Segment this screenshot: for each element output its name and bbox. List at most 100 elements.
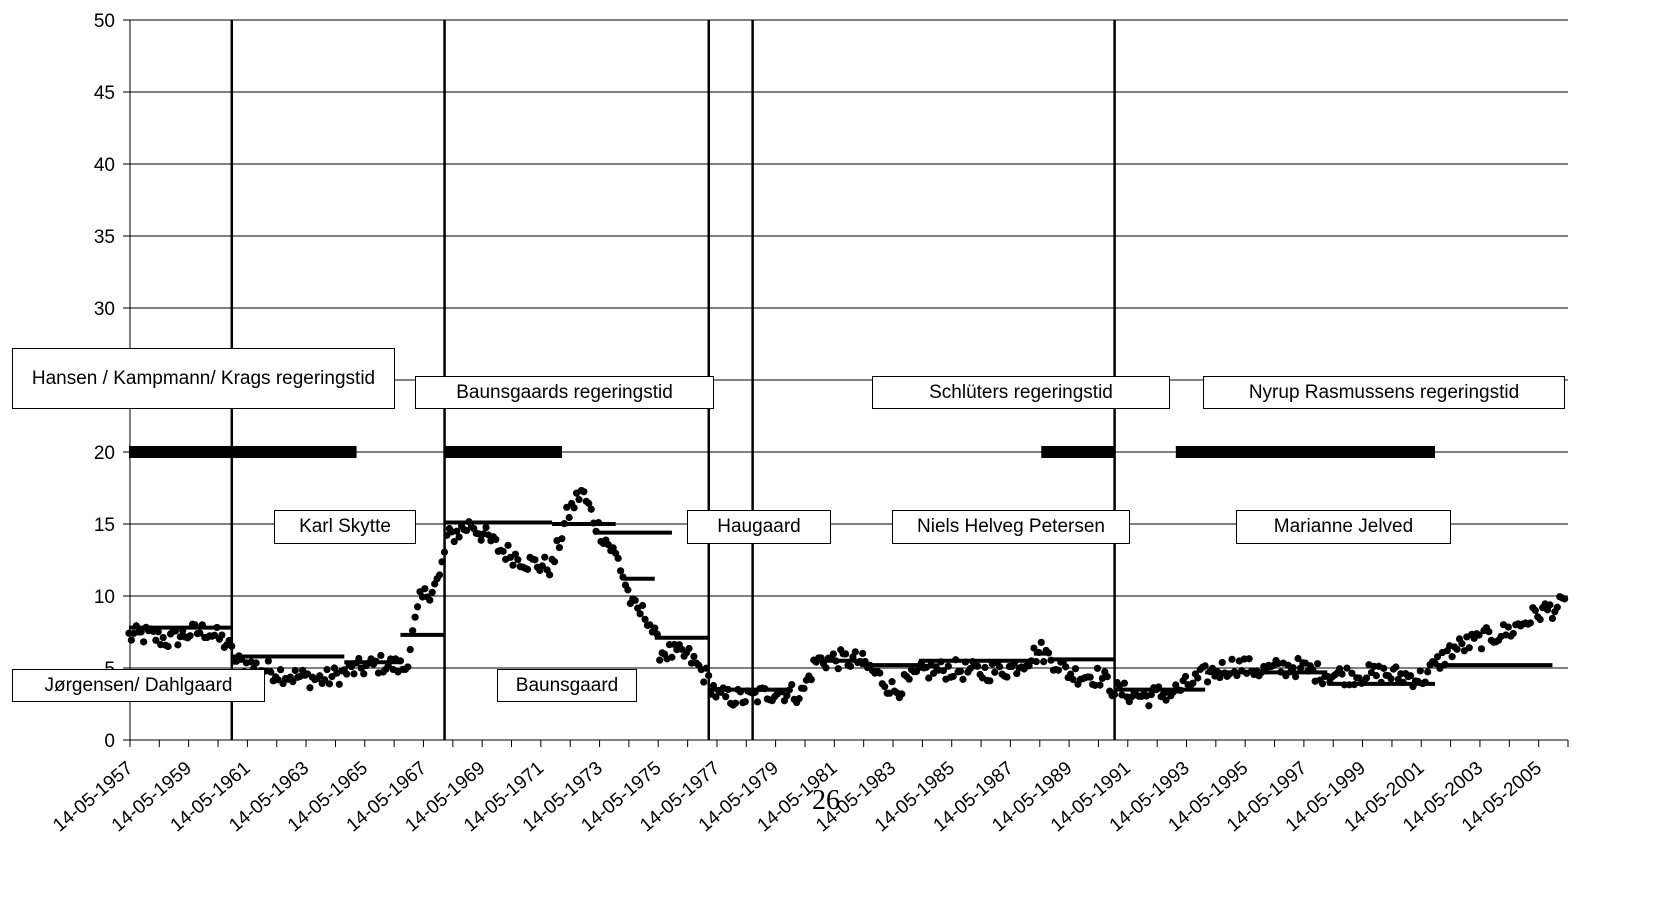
data-point [1037,638,1045,646]
data-point [841,650,850,658]
data-point [570,504,578,512]
annotation-schluters: Schlüters regeringstid [872,376,1170,409]
data-point [905,675,913,683]
data-point [1318,680,1327,688]
data-point [1536,615,1544,624]
annotation-baunsgaard: Baunsgaard [497,669,637,702]
data-point [428,588,436,596]
data-point [1314,660,1322,668]
data-point [1392,663,1400,671]
data-point [876,669,884,677]
data-point [252,659,260,667]
data-point [1032,657,1040,666]
data-point [829,650,837,658]
data-point [1294,654,1302,663]
data-point [1062,663,1070,671]
annotation-karl-skytte: Karl Skytte [274,510,416,544]
data-point [834,665,842,673]
data-point [668,653,676,661]
data-point [409,627,417,635]
data-point [509,561,517,569]
data-point [580,488,588,496]
data-point [450,537,458,546]
data-point [1013,669,1021,678]
data-point [550,558,559,566]
data-point [1181,672,1190,681]
data-point [1433,653,1442,661]
data-point [127,636,136,644]
data-point [565,513,573,522]
data-point [546,571,554,579]
data-point [413,603,422,611]
data-point [898,690,906,698]
x-axis: 14-05-195714-05-195914-05-196114-05-1963… [49,739,1569,836]
data-point [1380,664,1388,672]
data-point [944,662,952,670]
horizontal-gridlines [130,19,1568,669]
y-tick-label: 35 [94,227,115,248]
scatter-points [125,486,1569,710]
data-point [1485,628,1493,636]
data-point [700,678,708,686]
data-point [1362,674,1371,682]
data-point [881,683,889,691]
data-point [939,667,948,675]
data-point [1548,614,1557,623]
data-point [1372,672,1380,680]
y-tick-label: 15 [94,515,115,536]
data-point [404,663,412,671]
data-point [636,610,644,618]
data-point [609,544,617,552]
data-point [1292,672,1300,681]
data-point [276,666,285,674]
annotation-haugaard: Haugaard [687,510,831,544]
data-point [289,678,297,686]
data-point [274,676,282,684]
data-point [974,662,982,670]
data-point [438,558,446,566]
data-point [325,680,334,688]
data-point [426,596,434,604]
data-point [1086,673,1094,681]
data-point [991,668,999,676]
data-point [316,672,324,680]
data-point [541,553,549,561]
annotation-jorgensen: Jørgensen/ Dahlgaard [12,669,265,702]
data-point [1561,595,1569,603]
data-point [377,651,385,660]
data-point [631,596,639,604]
data-point [1406,672,1415,680]
data-point [558,535,566,543]
data-point [614,554,622,562]
annotation-hansen: Hansen / Kampmann/ Krags regeringstid [12,348,395,409]
data-point [1054,666,1062,674]
data-point [638,601,647,610]
data-point [531,556,539,564]
data-point [1458,640,1466,648]
data-point [555,543,564,552]
data-point [575,495,583,504]
data-point [360,670,368,678]
data-point [306,684,314,692]
data-point [196,629,204,637]
annotation-marianne-jelved: Marianne Jelved [1236,510,1451,544]
data-point [807,676,815,684]
data-point [783,692,791,700]
data-point [164,642,172,651]
data-point [616,567,625,575]
data-point [587,505,595,513]
data-point [1201,662,1209,670]
data-point [753,698,762,706]
data-point [1504,623,1512,631]
government-period-bars [128,446,1436,458]
y-tick-label: 45 [94,83,115,104]
data-point [1194,674,1202,682]
data-point [453,527,461,535]
data-point [709,681,718,690]
data-point [981,663,989,672]
data-point [137,628,145,636]
data-point [1526,619,1535,627]
data-point [712,693,720,701]
data-point [350,670,358,678]
data-point [859,649,867,658]
